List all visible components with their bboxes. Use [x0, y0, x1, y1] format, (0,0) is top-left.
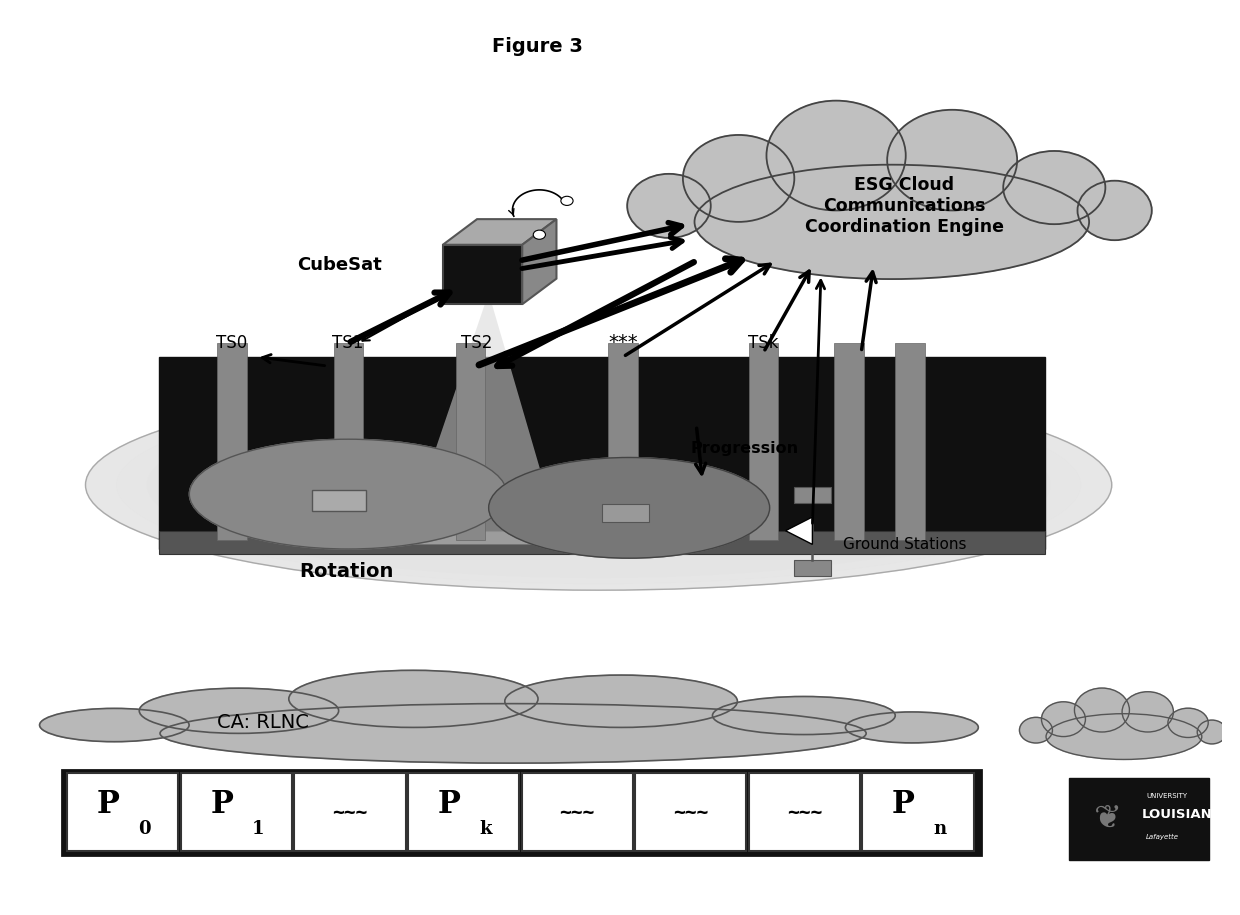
Text: ❦: ❦	[1094, 802, 1122, 835]
Circle shape	[560, 197, 573, 206]
FancyBboxPatch shape	[835, 343, 864, 540]
Circle shape	[533, 231, 546, 240]
Ellipse shape	[1078, 181, 1152, 240]
Text: Rotation: Rotation	[299, 563, 393, 581]
Ellipse shape	[694, 165, 1089, 279]
Text: Progression: Progression	[691, 441, 799, 456]
FancyBboxPatch shape	[159, 357, 1044, 549]
Text: ~~~: ~~~	[332, 802, 367, 822]
Polygon shape	[443, 220, 557, 245]
FancyBboxPatch shape	[749, 773, 861, 851]
Ellipse shape	[1042, 702, 1085, 737]
Text: P: P	[438, 790, 460, 820]
Text: P: P	[892, 790, 915, 820]
FancyBboxPatch shape	[181, 773, 291, 851]
Text: ESG Cloud
Communications
Coordination Engine: ESG Cloud Communications Coordination En…	[805, 176, 1003, 236]
FancyBboxPatch shape	[67, 773, 179, 851]
FancyBboxPatch shape	[408, 773, 520, 851]
Text: ~~~: ~~~	[559, 802, 595, 822]
Polygon shape	[785, 517, 812, 544]
FancyBboxPatch shape	[443, 245, 522, 305]
Ellipse shape	[86, 380, 1112, 590]
FancyBboxPatch shape	[455, 343, 485, 540]
Text: 0: 0	[139, 820, 151, 837]
Ellipse shape	[86, 380, 1112, 590]
Ellipse shape	[627, 174, 711, 238]
Text: ~~~: ~~~	[673, 802, 708, 822]
Text: n: n	[934, 820, 946, 837]
Ellipse shape	[1122, 692, 1173, 732]
Text: CA: RLNC: CA: RLNC	[217, 714, 309, 732]
Text: Figure 3: Figure 3	[492, 37, 583, 56]
Ellipse shape	[40, 708, 190, 742]
Ellipse shape	[766, 101, 905, 210]
Ellipse shape	[846, 712, 978, 743]
FancyBboxPatch shape	[794, 487, 831, 503]
Ellipse shape	[1047, 714, 1202, 759]
FancyBboxPatch shape	[603, 504, 649, 522]
FancyBboxPatch shape	[749, 343, 779, 540]
Polygon shape	[522, 220, 557, 305]
Ellipse shape	[1019, 717, 1053, 743]
Text: UNIVERSITY: UNIVERSITY	[1146, 793, 1188, 799]
Ellipse shape	[683, 135, 795, 221]
Text: P: P	[97, 790, 119, 820]
Ellipse shape	[190, 439, 507, 549]
Text: P: P	[211, 790, 233, 820]
Ellipse shape	[289, 671, 538, 727]
Text: TS0: TS0	[217, 334, 248, 352]
FancyBboxPatch shape	[895, 343, 925, 540]
Ellipse shape	[713, 696, 895, 735]
Text: CubeSat: CubeSat	[298, 256, 382, 274]
FancyBboxPatch shape	[1069, 778, 1209, 860]
Ellipse shape	[148, 393, 1050, 577]
Ellipse shape	[1074, 688, 1130, 732]
Text: TS2: TS2	[461, 334, 492, 352]
Text: LOUISIANA: LOUISIANA	[1142, 808, 1223, 822]
Ellipse shape	[117, 386, 1081, 584]
Text: TS1: TS1	[332, 334, 363, 352]
Ellipse shape	[887, 110, 1017, 210]
FancyBboxPatch shape	[334, 343, 363, 540]
Polygon shape	[403, 293, 562, 544]
FancyBboxPatch shape	[635, 773, 746, 851]
FancyBboxPatch shape	[794, 560, 831, 576]
FancyBboxPatch shape	[863, 773, 973, 851]
Text: k: k	[480, 820, 492, 837]
Ellipse shape	[1168, 708, 1208, 737]
FancyBboxPatch shape	[311, 490, 367, 511]
FancyBboxPatch shape	[609, 343, 637, 540]
FancyBboxPatch shape	[217, 343, 247, 540]
Ellipse shape	[1003, 151, 1105, 224]
Text: Ground Stations: Ground Stations	[843, 537, 966, 552]
Ellipse shape	[489, 458, 770, 558]
Text: ~~~: ~~~	[787, 802, 822, 822]
Text: TSk: TSk	[748, 334, 779, 352]
FancyBboxPatch shape	[294, 773, 405, 851]
Ellipse shape	[139, 688, 339, 734]
Text: ***: ***	[609, 333, 637, 352]
FancyBboxPatch shape	[62, 770, 981, 855]
Text: Lafayette: Lafayette	[1146, 834, 1179, 840]
Ellipse shape	[160, 704, 867, 763]
Text: 1: 1	[252, 820, 264, 837]
Ellipse shape	[1198, 720, 1226, 744]
FancyBboxPatch shape	[159, 531, 1044, 554]
FancyBboxPatch shape	[522, 773, 632, 851]
Ellipse shape	[505, 675, 738, 727]
